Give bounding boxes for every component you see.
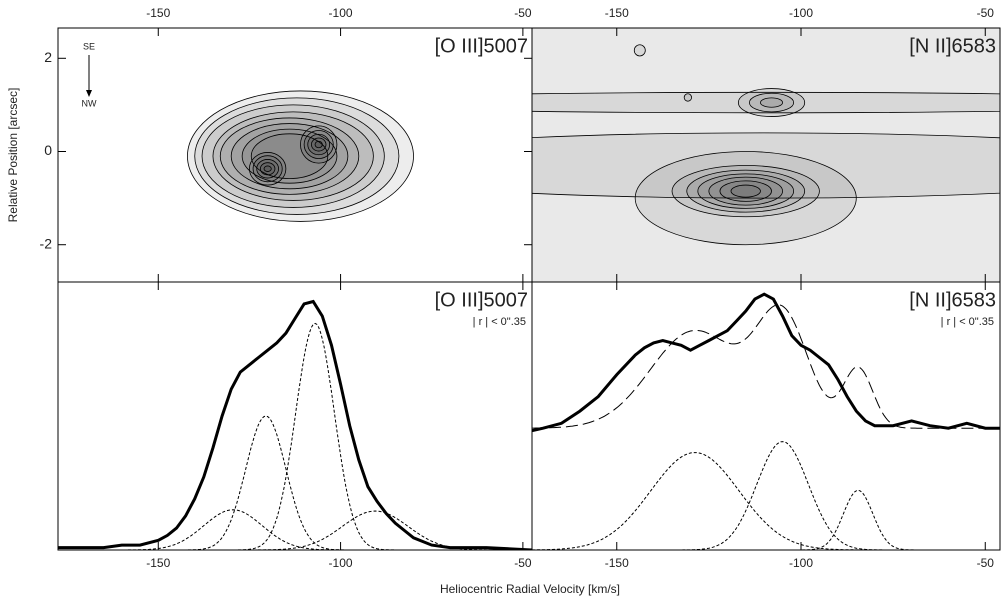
y-tick-label: 0 bbox=[44, 142, 52, 158]
gaussian-component bbox=[58, 322, 532, 550]
orientation-label: SE bbox=[83, 41, 95, 51]
contour bbox=[760, 97, 783, 108]
x-tick-label: -100 bbox=[329, 556, 353, 570]
contour bbox=[311, 137, 327, 152]
x-axis-label: Heliocentric Radial Velocity [km/s] bbox=[440, 582, 620, 596]
plot-area bbox=[187, 90, 414, 222]
contour bbox=[194, 97, 400, 215]
contour bbox=[230, 123, 349, 190]
x-tick-label: -150 bbox=[605, 556, 629, 570]
orientation-arrowhead bbox=[86, 90, 92, 97]
y-axis-label: Relative Position [arcsec] bbox=[6, 88, 20, 223]
panel-title: [O III]5007 bbox=[435, 35, 528, 57]
plot-area bbox=[58, 299, 532, 550]
contour bbox=[730, 184, 761, 198]
contour bbox=[241, 128, 338, 184]
contour bbox=[303, 130, 334, 159]
observed-profile bbox=[58, 299, 532, 550]
gaussian-component bbox=[58, 510, 532, 550]
x-tick-label: -50 bbox=[977, 556, 995, 570]
plot-area bbox=[532, 44, 1000, 246]
panel-background bbox=[532, 28, 1000, 282]
x-tick-label: -150 bbox=[146, 6, 170, 20]
gaussian-component bbox=[58, 415, 532, 550]
x-tick-label: -100 bbox=[789, 6, 813, 20]
contour bbox=[201, 104, 385, 208]
contour bbox=[683, 93, 692, 102]
contour bbox=[634, 151, 857, 246]
contour bbox=[187, 90, 414, 222]
orientation-label: NW bbox=[82, 98, 97, 108]
panel-title: [O III]5007 bbox=[435, 289, 528, 311]
contour bbox=[633, 44, 646, 57]
panel-title: [N II]6583 bbox=[909, 289, 996, 311]
contour bbox=[307, 133, 331, 156]
plot-area bbox=[532, 292, 1000, 550]
contour bbox=[256, 159, 279, 179]
panel-subtitle: | r | < 0".35 bbox=[473, 316, 526, 328]
contour bbox=[263, 165, 272, 172]
contour bbox=[250, 133, 329, 179]
contour bbox=[300, 125, 338, 164]
fit-curve bbox=[532, 304, 1000, 429]
panel-subtitle: | r | < 0".35 bbox=[941, 316, 994, 328]
contour bbox=[671, 165, 820, 218]
x-tick-label: -100 bbox=[789, 556, 813, 570]
contour bbox=[249, 152, 287, 186]
x-tick-label: -50 bbox=[514, 556, 532, 570]
observed-profile bbox=[532, 292, 1000, 433]
y-tick-label: 2 bbox=[44, 49, 52, 65]
gaussian-component bbox=[532, 452, 1000, 550]
panel-title: [N II]6583 bbox=[909, 35, 996, 57]
contour bbox=[532, 91, 1000, 114]
contour bbox=[749, 92, 795, 113]
contour bbox=[259, 162, 276, 176]
panel-background bbox=[58, 28, 532, 282]
panel-frame bbox=[531, 281, 1001, 551]
contour bbox=[719, 180, 772, 202]
panel-background bbox=[58, 282, 532, 550]
y-tick-label: -2 bbox=[40, 235, 53, 251]
x-tick-label: -150 bbox=[605, 6, 629, 20]
x-tick-label: -50 bbox=[514, 6, 532, 20]
panel-background bbox=[532, 282, 1000, 550]
contour bbox=[686, 169, 806, 213]
x-tick-label: -100 bbox=[329, 6, 353, 20]
x-tick-label: -50 bbox=[977, 6, 995, 20]
contour bbox=[314, 140, 323, 149]
contour bbox=[697, 173, 795, 209]
contour bbox=[737, 88, 806, 117]
x-tick-label: -150 bbox=[146, 556, 170, 570]
